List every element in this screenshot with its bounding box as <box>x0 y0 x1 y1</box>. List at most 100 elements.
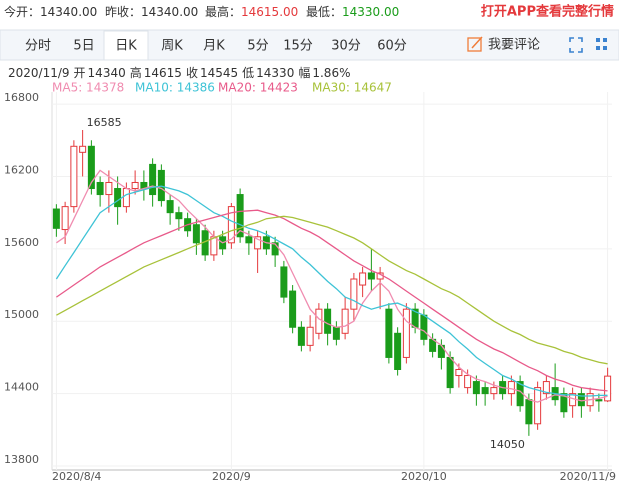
candle-body <box>542 381 550 395</box>
candle-body <box>604 375 612 402</box>
legend-entry: MA20: 14423 <box>218 81 298 95</box>
y-tick-label: 13800 <box>4 453 39 466</box>
candle-body <box>297 326 305 346</box>
y-tick-label: 16200 <box>4 163 39 176</box>
candle-body <box>87 145 95 190</box>
candle-body <box>446 356 454 389</box>
tab[interactable]: 5日 <box>73 39 94 54</box>
text-part: 1.86% <box>312 66 350 80</box>
text-part: 14340 <box>88 66 126 80</box>
candle-body <box>254 236 262 250</box>
candle-body <box>525 399 533 425</box>
plot: 13800 14400 15000 15600 16200 16800 2020/8/4 20… <box>4 91 616 481</box>
text-part: 14545 <box>200 66 238 80</box>
tab-bar <box>0 29 619 61</box>
info-line: 2020/11/9 开 14340 高 14615 收 14545 低 14330 幅 1.86% <box>8 65 350 80</box>
candle-body <box>105 181 113 196</box>
text-part: 最高： <box>205 4 241 19</box>
candle-body <box>166 200 174 214</box>
candle-body <box>455 368 463 377</box>
text-part: 昨收： <box>105 5 141 19</box>
candle-body <box>595 399 603 402</box>
candle-body <box>315 308 323 334</box>
text-part: 14615 <box>144 66 182 80</box>
candle-body <box>464 375 472 389</box>
candle-body <box>306 326 314 346</box>
tab[interactable]: 分时 <box>25 39 51 54</box>
text-part: 低 <box>242 66 254 80</box>
candle-body <box>245 236 253 244</box>
text-part: 14340.00 <box>40 5 97 19</box>
fullscreen-icon[interactable] <box>569 37 583 53</box>
candle-body <box>367 272 375 280</box>
candle-body <box>402 308 410 358</box>
y-tick-label: 16800 <box>4 91 39 104</box>
candle-body <box>131 181 139 190</box>
candle-body <box>192 224 200 244</box>
tab[interactable]: 60分 <box>377 39 407 54</box>
candle-body <box>175 212 183 220</box>
text-part: 14340.00 <box>141 5 198 19</box>
comment-button[interactable]: 我要评论 <box>488 38 540 53</box>
tab[interactable]: 5分 <box>247 39 268 54</box>
candle-body <box>122 188 130 208</box>
candle-body <box>227 206 235 244</box>
tab[interactable]: 周K <box>161 39 183 54</box>
candle-body <box>534 387 542 425</box>
comment-icon[interactable] <box>467 36 483 52</box>
candle-body <box>385 308 393 358</box>
quote-item: 最低：14330.00 <box>306 5 399 19</box>
x-tick-label: 2020/9 <box>212 470 251 481</box>
min-annotation: 14050 <box>490 438 525 451</box>
settings-icon[interactable] <box>596 38 607 50</box>
candle-body <box>341 308 349 334</box>
tab[interactable]: 月K <box>203 39 225 54</box>
tab[interactable]: 15分 <box>283 39 313 54</box>
text-part: 2020/11/9 <box>8 66 70 80</box>
text-part: 收 <box>186 66 198 80</box>
candle-body <box>96 181 104 196</box>
quote-item: 昨收：14340.00 <box>105 5 198 19</box>
candle-body <box>236 194 244 238</box>
legend-entry: MA10: 14386 <box>135 81 215 95</box>
tab[interactable]: 日K <box>115 39 137 54</box>
candle-body <box>420 314 428 340</box>
max-annotation: 16585 <box>87 116 122 129</box>
text-part: 高 <box>130 65 142 80</box>
text-part: 开 <box>74 66 86 80</box>
candle-body <box>560 393 568 413</box>
text-part: 最低： <box>306 5 342 19</box>
x-tick-label: 2020/10 <box>401 470 447 481</box>
candle-body <box>271 242 279 256</box>
candle-body <box>332 326 340 340</box>
candle-body <box>70 145 78 208</box>
ma-line <box>56 215 608 365</box>
candle-body <box>149 163 157 196</box>
candle-body <box>289 290 297 328</box>
x-tick-label: 2020/11/9 <box>560 470 616 481</box>
legend-entry: MA5: 14378 <box>52 81 124 95</box>
candle-body <box>394 332 402 370</box>
candle-body <box>490 387 498 395</box>
text-part: 14330.00 <box>342 5 399 19</box>
y-tick-label: 14400 <box>4 381 39 394</box>
candle-body <box>61 206 69 231</box>
ma-line <box>55 185 608 397</box>
quote-item: 今开：14340.00 <box>4 4 97 19</box>
text-part: 今开： <box>4 4 40 19</box>
active-tab-bg <box>103 30 149 61</box>
candle-body <box>507 381 515 395</box>
candle-body <box>350 278 358 310</box>
text-part: 14615.00 <box>241 5 298 19</box>
legend-entry: MA30: 14647 <box>312 81 392 95</box>
app-link[interactable]: 打开APP查看完整行情 <box>481 4 614 20</box>
y-tick-label: 15000 <box>4 308 39 321</box>
text-part: 14330 <box>256 66 294 80</box>
tab[interactable]: 30分 <box>331 39 361 54</box>
quote-item: 最高：14615.00 <box>205 4 298 19</box>
x-tick-label: 2020/8/4 <box>52 470 101 481</box>
candle-body <box>114 188 122 208</box>
candle-body <box>481 387 489 395</box>
candle-body <box>280 266 288 298</box>
